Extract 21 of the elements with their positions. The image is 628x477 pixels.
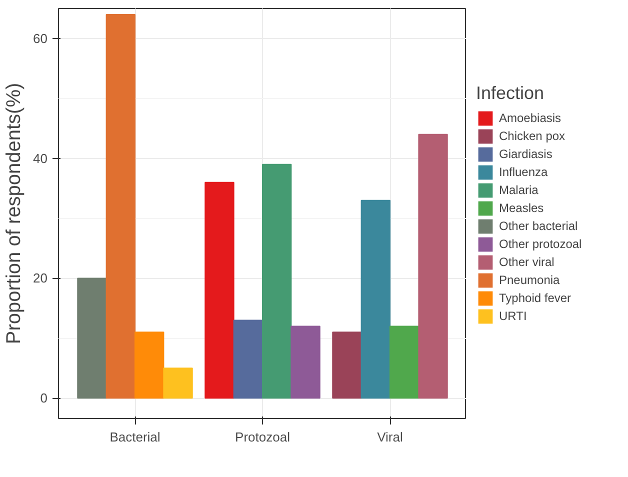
legend-label: Amoebiasis	[499, 110, 562, 127]
y-tick-label: 60	[33, 30, 48, 46]
y-tick-label: 20	[33, 270, 48, 286]
x-tick-label: Bacterial	[110, 430, 160, 444]
legend-label: Measles	[499, 200, 544, 217]
x-tick-label: Viral	[377, 430, 403, 444]
legend-label: Pneumonia	[499, 272, 560, 289]
y-tick-label: 0	[40, 390, 48, 406]
legend-label: Influenza	[499, 164, 548, 181]
legend-label: Typhoid fever	[499, 290, 572, 307]
legend-label: Malaria	[499, 182, 538, 199]
legend-title: Infection	[476, 83, 546, 104]
legend-label: Other protozoal	[499, 236, 582, 253]
legend-label: Giardiasis	[499, 146, 552, 163]
legend-label: Chicken pox	[499, 128, 566, 145]
legend-label: Other bacterial	[499, 218, 578, 235]
y-axis-title: Proportion of respondents(%)	[3, 82, 26, 344]
x-tick-label: Protozoal	[235, 430, 290, 444]
y-tick-label: 40	[33, 150, 48, 166]
legend-label: URTI	[499, 308, 527, 325]
legend-label: Other viral	[499, 254, 554, 271]
